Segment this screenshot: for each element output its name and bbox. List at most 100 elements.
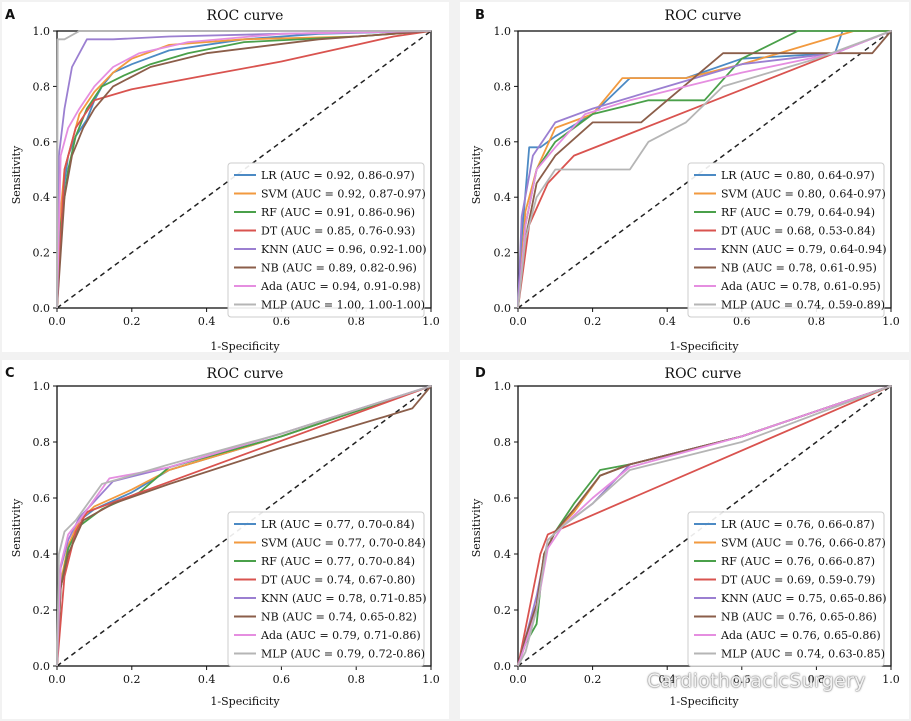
panel-b-series-svm [517,30,891,309]
panel-b-letter: B [475,8,485,23]
panel-b-chance-diagonal [517,30,892,309]
panel-b-legend-label-lr: LR (AUC = 0.80, 0.64-0.97) [721,169,875,182]
panel-a-xtick-label: 0.0 [48,315,66,328]
panel-d-legend-label-lr: LR (AUC = 0.76, 0.66-0.87) [721,518,875,531]
panel-a-legend-label-knn: KNN (AUC = 0.96, 0.92-1.00) [261,243,427,256]
panel-b-legend-label-knn: KNN (AUC = 0.79, 0.64-0.94) [721,243,887,256]
panel-c-legend-label-dt: DT (AUC = 0.74, 0.67-0.80) [261,574,415,587]
panel-a-legend-label-nb: NB (AUC = 0.89, 0.82-0.96) [261,262,417,275]
panel-a-xtick-label: 0.2 [123,315,141,328]
panel-c-ytick-label: 0.2 [33,604,51,617]
panel-a-title: ROC curve [207,8,284,24]
panel-a-legend-box [227,162,425,318]
panel-a-ytick-label: 0.2 [33,247,51,260]
panel-d: D ROC curve 0.0 0.2 0.4 0.6 0.8 1.00.00.20.40… [460,360,909,719]
panel-b-ylabel: Sensitivity [470,145,483,204]
panel-c-legend-label-ada: Ada (AUC = 0.79, 0.71-0.86) [260,629,421,642]
panel-b-xtick-label: 0.0 [509,315,527,328]
panel-c-xlabel: 1-Specificity [210,695,280,708]
panel-d-ytick-label: 1.0 [494,380,512,393]
panel-b-ytick-label: 0.8 [494,80,512,93]
panel-b-ytick-label: 1.0 [494,25,512,38]
watermark-text: CardiothoracicSurgery [647,670,866,692]
panel-a-chance-diagonal [56,30,432,309]
panel-b-series-knn [517,30,892,309]
panel-b-ytick-label: 0.4 [494,191,512,204]
panel-c-ytick-label: 0.4 [33,548,51,561]
panel-d-letter: D [475,366,486,381]
panel-b-legend-label-rf: RF (AUC = 0.79, 0.64-0.94) [721,206,875,219]
panel-a: A ROC curve 0.0 0.2 0.4 0.6 0.8 1.00.00.20.40… [2,2,449,353]
panel-c-legend-label-mlp: MLP (AUC = 0.79, 0.72-0.86) [261,648,425,661]
panel-c-series-mlp [56,385,432,667]
panel-a-xtick-label: 0.4 [198,315,216,328]
panel-a-xtick-label: 0.6 [273,315,291,328]
panel-a-series-mlp [56,30,431,309]
panel-a-legend-label-mlp: MLP (AUC = 1.00, 1.00-1.00) [261,299,425,312]
panel-c-ytick-label: 1.0 [33,380,51,393]
panel-d-legend-label-ada: Ada (AUC = 0.76, 0.65-0.86) [720,629,881,642]
panel-a-legend-label-dt: DT (AUC = 0.85, 0.76-0.93) [261,225,415,238]
panel-b-legend-label-ada: Ada (AUC = 0.78, 0.61-0.95) [720,280,881,293]
panel-c-plot: 0.0 0.2 0.4 0.6 0.8 1.0 0.0 0.2 0.4 0.6 0.8 1.0 LR (… [33,380,440,686]
panel-b-legend-label-mlp: MLP (AUC = 0.74, 0.59-0.89) [721,299,885,312]
panel-c-legend-label-rf: RF (AUC = 0.77, 0.70-0.84) [261,555,415,568]
panel-c-legend-box [227,511,425,667]
panel-a-legend-label-ada: Ada (AUC = 0.94, 0.91-0.98) [260,280,421,293]
panel-d-series-dt [517,385,892,667]
panel-c-legend-label-nb: NB (AUC = 0.74, 0.65-0.82) [261,611,417,624]
panel-d-xtick-label: 0.4 [658,673,676,686]
panel-d-xtick-label: 0.2 [584,673,602,686]
panel-d-xtick-label: 0.0 [509,673,527,686]
wechat-icon [613,670,640,692]
panel-c-xtick-label: 0.4 [198,673,216,686]
panel-d-legend-label-knn: KNN (AUC = 0.75, 0.65-0.86) [721,592,887,605]
panel-c-xtick-label: 0.6 [273,673,291,686]
panel-a-xlabel: 1-Specificity [210,340,280,353]
panel-a-ytick-label: 0.0 [33,302,51,315]
panel-c-xtick-label: 0.0 [48,673,66,686]
panel-b-legend-label-svm: SVM (AUC = 0.80, 0.64-0.97) [721,188,886,201]
panel-a-legend-label-rf: RF (AUC = 0.91, 0.86-0.96) [261,206,415,219]
panel-a-xtick-label: 0.8 [347,315,365,328]
panel-d-xtick-label: 0.8 [808,673,826,686]
panel-b-xtick-label: 0.6 [733,315,751,328]
panel-c-title: ROC curve [207,366,284,382]
panel-c-letter: C [5,366,15,381]
panel-c-ytick-label: 0.6 [33,492,51,505]
panel-d-ytick-label: 0.2 [494,604,512,617]
panel-d-legend-label-rf: RF (AUC = 0.76, 0.66-0.87) [721,555,875,568]
panel-b-xtick-label: 1.0 [882,315,900,328]
panel-d-plot: 0.0 0.2 0.4 0.6 0.8 1.0 0.0 0.2 0.4 0.6 0.8 1.0 LR (… [494,380,900,686]
panel-c-ytick-label: 0.0 [33,660,51,673]
panel-b-xtick-label: 0.4 [658,315,676,328]
panel-a-letter: A [5,8,15,23]
panel-c-ylabel: Sensitivity [10,498,23,557]
panel-a-legend-label-lr: LR (AUC = 0.92, 0.86-0.97) [261,169,415,182]
panel-d-xtick-label: 1.0 [882,673,900,686]
panel-a-series-dt [56,30,432,309]
watermark: CardiothoracicSurgery [613,664,866,698]
panel-b-series-mlp [517,30,892,309]
panel-c-series-nb [56,385,432,667]
panel-a-plot: 0.0 0.2 0.4 0.6 0.8 1.0 0.0 0.2 0.4 0.6 0.8 1.0 LR (… [33,25,440,328]
panel-a-ytick-label: 1.0 [33,25,51,38]
panel-c-xtick-label: 1.0 [422,673,440,686]
panel-b-xlabel: 1-Specificity [669,340,739,353]
panel-b-xtick-label: 0.8 [808,315,826,328]
panel-b-legend-box [687,162,885,318]
panel-d-legend-label-dt: DT (AUC = 0.69, 0.59-0.79) [721,574,875,587]
panel-d-xtick-label: 0.6 [733,673,751,686]
panel-d-series-mlp [517,385,892,667]
panel-d-chance-diagonal [517,385,892,667]
panel-d-legend-box [687,511,885,667]
panel-b-series-lr [517,30,891,309]
panel-b-legend-label-nb: NB (AUC = 0.78, 0.61-0.95) [721,262,877,275]
panel-a-ytick-label: 0.8 [33,80,51,93]
panel-c-ytick-label: 0.8 [33,436,51,449]
panel-b-xtick-label: 0.2 [584,315,602,328]
panel-b-legend-label-dt: DT (AUC = 0.68, 0.53-0.84) [721,225,875,238]
panel-b-ytick-label: 0.0 [494,302,512,315]
panel-b-series-dt [517,30,892,309]
panel-a-legend-label-svm: SVM (AUC = 0.92, 0.87-0.97) [261,188,426,201]
